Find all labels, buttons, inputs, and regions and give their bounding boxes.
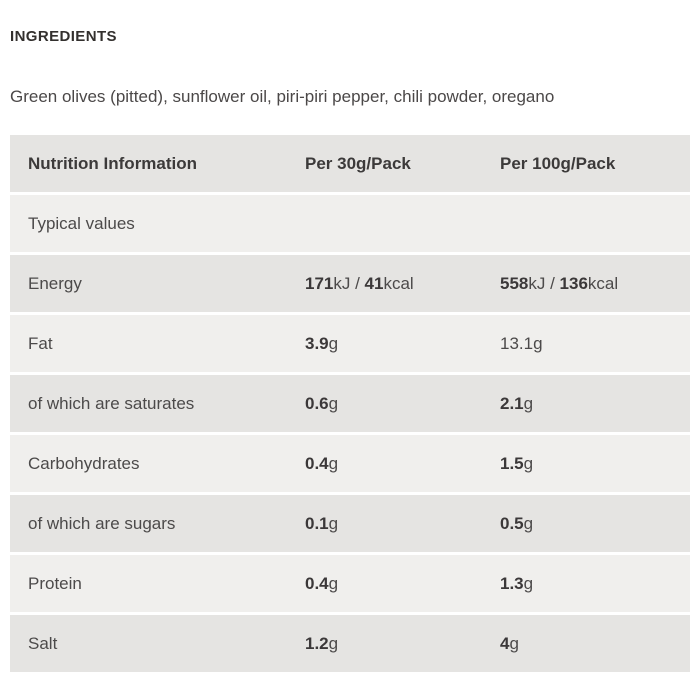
row-label: Carbohydrates	[28, 453, 140, 473]
value-unit: g	[523, 573, 534, 593]
table-row: of which are saturates 0.6g 2.1g	[10, 375, 690, 432]
ingredients-heading: INGREDIENTS	[10, 28, 117, 45]
value-unit: 13.1g	[500, 333, 543, 353]
value-number: 4	[500, 633, 510, 653]
value-per-30g: 171kJ / 41kcal	[290, 274, 485, 294]
value-per-100g: 1.3g	[485, 574, 690, 594]
column-header-per-30g: Per 30g/Pack	[305, 153, 411, 173]
row-label: Fat	[28, 333, 53, 353]
value-unit: g	[523, 393, 534, 413]
value-unit: kcal	[383, 273, 414, 293]
value-per-30g: 0.1g	[290, 514, 485, 534]
table-row: Carbohydrates 0.4g 1.5g	[10, 435, 690, 492]
value-per-100g: 0.5g	[485, 514, 690, 534]
table-row: Protein 0.4g 1.3g	[10, 555, 690, 612]
value-number: 41	[364, 273, 384, 293]
value-number: 1.3	[500, 573, 524, 593]
column-header-nutrition-information: Nutrition Information	[28, 153, 198, 173]
value-unit: g	[328, 633, 339, 653]
value-number: 171	[305, 273, 334, 293]
value-unit: g	[328, 333, 339, 353]
value-per-100g: 4g	[485, 634, 690, 654]
nutrition-table-header-row: Nutrition Information Per 30g/Pack Per 1…	[10, 135, 690, 192]
ingredients-section: INGREDIENTS Green olives (pitted), sunfl…	[0, 28, 700, 672]
value-number: 558	[500, 273, 529, 293]
value-number: 0.5	[500, 513, 524, 533]
value-number: 2.1	[500, 393, 524, 413]
value-unit: g	[328, 573, 339, 593]
value-number: 1.5	[500, 453, 524, 473]
table-row: of which are sugars 0.1g 0.5g	[10, 495, 690, 552]
table-row: Typical values	[10, 195, 690, 252]
table-row: Fat 3.9g 13.1g	[10, 315, 690, 372]
value-unit: kJ /	[528, 273, 560, 293]
row-label: Energy	[28, 273, 82, 293]
value-number: 1.2	[305, 633, 329, 653]
value-number: 0.1	[305, 513, 329, 533]
value-unit: g	[523, 453, 534, 473]
value-unit: g	[328, 393, 339, 413]
value-number: 0.4	[305, 453, 329, 473]
value-per-100g: 558kJ / 136kcal	[485, 274, 690, 294]
value-number: 136	[559, 273, 588, 293]
table-row: Salt 1.2g 4g	[10, 615, 690, 672]
value-unit: g	[328, 513, 339, 533]
value-number: 0.6	[305, 393, 329, 413]
nutrition-table-body: Typical values Energy 171kJ / 41kcal 558kJ …	[10, 195, 690, 672]
row-label: Protein	[28, 573, 82, 593]
row-label: Salt	[28, 633, 58, 653]
value-unit: kJ /	[333, 273, 365, 293]
value-per-100g: 2.1g	[485, 394, 690, 414]
row-label: Typical values	[28, 213, 135, 233]
value-number: 3.9	[305, 333, 329, 353]
value-per-30g: 0.4g	[290, 454, 485, 474]
value-number: 0.4	[305, 573, 329, 593]
value-per-30g: 1.2g	[290, 634, 485, 654]
value-per-30g: 0.4g	[290, 574, 485, 594]
value-per-30g: 0.6g	[290, 394, 485, 414]
value-per-100g: 13.1g	[485, 334, 690, 354]
value-per-100g: 1.5g	[485, 454, 690, 474]
value-unit: g	[328, 453, 339, 473]
value-unit: kcal	[587, 273, 619, 293]
nutrition-table: Nutrition Information Per 30g/Pack Per 1…	[10, 135, 690, 672]
table-row: Energy 171kJ / 41kcal 558kJ / 136kcal	[10, 255, 690, 312]
value-unit: g	[509, 633, 519, 653]
row-label: of which are sugars	[28, 513, 176, 533]
value-unit: g	[523, 513, 534, 533]
row-label: of which are saturates	[28, 393, 195, 413]
column-header-per-100g: Per 100g/Pack	[500, 153, 616, 173]
ingredients-text: Green olives (pitted), sunflower oil, pi…	[10, 87, 555, 106]
value-per-30g: 3.9g	[290, 334, 485, 354]
